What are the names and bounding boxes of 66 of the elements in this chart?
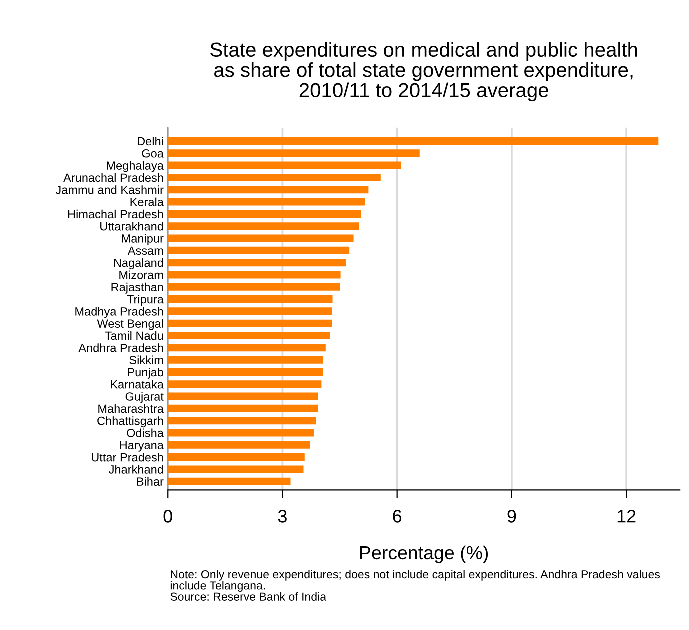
bar [168,308,332,316]
bar [168,392,318,400]
y-tick-label: Assam [128,246,164,256]
y-tick-label: Haryana [120,441,164,452]
bar [168,234,354,242]
y-tick-label: Manipur [122,234,164,246]
y-tick-label: Bihar [137,477,164,486]
bar [168,222,360,230]
bar [168,478,291,486]
bar [168,150,420,158]
x-tick-label: 9 [508,510,516,523]
bar [168,332,330,340]
y-tick-label: Tripura [127,295,164,306]
bar [168,404,318,412]
y-tick-label: Himachal Pradesh [68,210,164,219]
x-tick-label: 6 [393,510,402,523]
bar [168,296,333,304]
y-tick-label: Uttar Pradesh [92,453,164,462]
bar [168,320,332,328]
bar [168,246,350,254]
y-tick-label: Kerala [130,198,164,206]
y-tick-label: Jharkhand [109,465,164,474]
bar [168,174,381,182]
y-tick-label: Maharashtra [98,404,164,414]
y-tick-label: Rajasthan [112,282,164,294]
bar [168,454,305,462]
y-tick-label: Arunachal Pradesh [64,173,164,182]
bar [168,137,659,146]
chart-title: State expenditures on medical and public health as share of total state government expenditure, 2010/11 to 2014/15 average [210,42,638,102]
y-tick-label: Jammu and Kashmir [56,186,164,194]
y-tick-label: Uttarakhand [100,222,164,231]
y-tick-label: Madhya Pradesh [76,307,164,318]
y-tick-label: Karnataka [111,380,164,389]
bar [168,441,310,449]
bar [168,283,340,291]
y-tick-label: West Bengal [97,319,164,330]
y-tick-label: Tamil Nadu [105,331,164,340]
x-tick-label: 3 [278,510,287,523]
bar [168,259,346,267]
x-tick-label: 0 [164,510,172,523]
bar [168,198,366,206]
y-tick-label: Sikkim [130,356,164,364]
bar [168,466,304,474]
bar [168,417,316,425]
bar [168,356,324,364]
bar [168,368,324,376]
bar [168,186,369,194]
bar [168,344,326,352]
y-tick-label: Odisha [127,428,164,438]
y-tick-label: Punjab [128,368,164,379]
y-tick-label: Nagaland [114,258,164,270]
y-tick-label: Chhattisgarh [98,416,164,428]
text: Note: Only revenue expenditures; does not include capital expenditures. Andhra Pradesh values include Telangana. Source: Reserve Bank of India [170,570,660,601]
y-tick-label: Mizoram [120,270,164,280]
bar [168,429,314,437]
x-tick-label: 12 [618,510,636,523]
y-tick-label: Meghalaya [107,161,164,172]
bar [168,210,362,218]
y-tick-label: Gujarat [126,392,164,404]
y-tick-label: Delhi [138,136,164,146]
bar [168,162,402,170]
y-tick-label: Goa [142,149,164,158]
x-axis-title: Percentage (%) [360,546,488,564]
bar [168,380,322,388]
bar [168,271,341,279]
y-tick-label: Andhra Pradesh [78,344,164,352]
